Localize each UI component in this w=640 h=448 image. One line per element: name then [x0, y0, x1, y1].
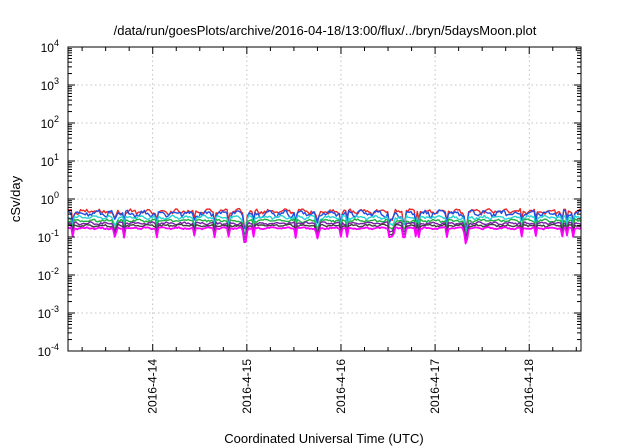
y-tick-label: 101	[41, 152, 59, 169]
x-axis: 2016-4-14 2016-4-15 2016-4-16 2016-4-17 2016…	[81, 47, 577, 414]
y-tick-label: 104	[41, 38, 59, 55]
grid	[68, 47, 581, 351]
y-tick-label: 100	[41, 190, 59, 207]
series-line	[67, 214, 582, 235]
chart-title: /data/run/goesPlots/archive/2016-04-18/1…	[114, 23, 537, 38]
series-line	[67, 220, 582, 239]
series-line	[67, 223, 582, 242]
series-line	[67, 209, 582, 232]
y-tick-label: 10-2	[38, 266, 59, 283]
series-line	[67, 226, 582, 245]
x-axis-label: Coordinated Universal Time (UTC)	[224, 431, 423, 446]
x-tick-label: 2016-4-16	[334, 359, 348, 414]
y-tick-label: 10-4	[38, 342, 59, 359]
x-tick-label: 2016-4-14	[146, 359, 160, 414]
series-group	[67, 207, 582, 245]
y-tick-label: 103	[41, 76, 59, 93]
series-line	[67, 218, 582, 237]
y-tick-label: 10-3	[38, 304, 59, 321]
y-tick-label: 102	[41, 114, 59, 131]
y-axis-label: cSv/day	[8, 175, 23, 222]
x-tick-label: 2016-4-17	[428, 359, 442, 414]
y-axis: 104 103 102 101 100 10-1 10-2 10-3 10-4	[38, 38, 581, 359]
x-tick-label: 2016-4-18	[522, 359, 536, 414]
x-tick-label: 2016-4-15	[240, 359, 254, 414]
y-tick-label: 10-1	[38, 228, 59, 245]
